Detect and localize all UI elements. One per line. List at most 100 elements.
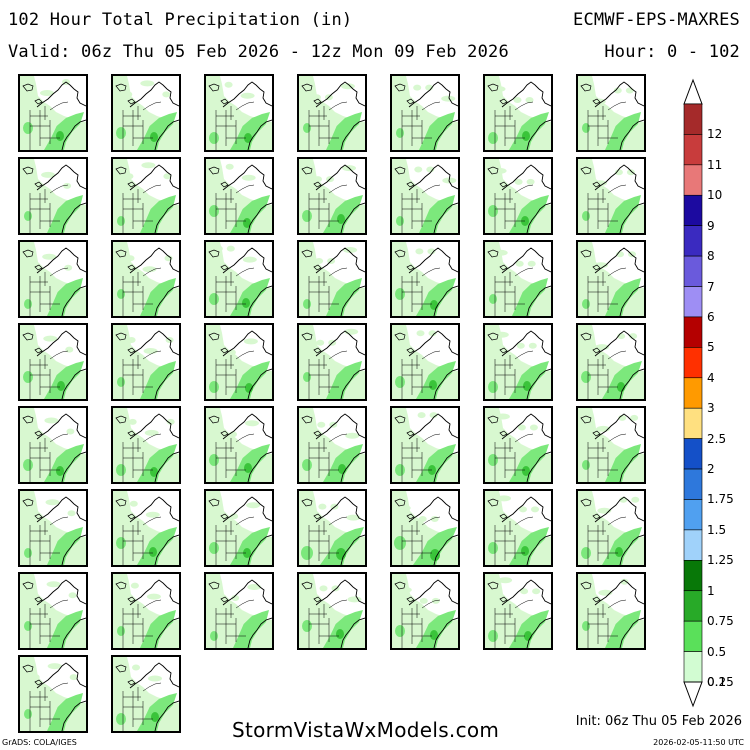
light-precip-patch [40, 90, 54, 96]
lake-outline [22, 332, 43, 354]
moderate-precip-area [320, 527, 364, 565]
moderate-precip-area [137, 444, 177, 482]
river-line [607, 184, 627, 194]
coastline-south [526, 617, 551, 648]
light-precip-patch [28, 428, 37, 435]
heavy-precip-patch [430, 300, 438, 310]
state-border [29, 355, 60, 399]
lake-outline [22, 664, 43, 686]
coastline [408, 330, 458, 357]
light-precip-patch [614, 169, 623, 176]
ensemble-member-panel [483, 489, 553, 567]
state-border [215, 438, 246, 482]
moderate-precip-area [509, 610, 549, 648]
coastline-south [61, 534, 86, 565]
moderate-precip-patch [24, 621, 32, 631]
state-border [401, 272, 432, 316]
light-precip-patch [24, 79, 32, 85]
ensemble-member-panel [297, 323, 367, 401]
moderate-precip-area [44, 361, 84, 399]
river-line [142, 184, 162, 194]
ensemble-member-panel [204, 323, 274, 401]
light-precip-patch [527, 260, 536, 267]
river-line [328, 267, 348, 277]
river-line [142, 350, 162, 360]
river-line [142, 599, 162, 609]
light-precip-patch [246, 502, 261, 509]
river-line [328, 433, 348, 443]
heavy-precip-patch [244, 133, 252, 143]
moderate-precip-area [140, 610, 176, 648]
light-precip-patch [65, 346, 74, 353]
moderate-precip-area [47, 195, 83, 233]
river-line [328, 184, 348, 194]
heavy-precip-patch [522, 466, 530, 476]
coastline-south [433, 617, 458, 648]
light-precip-patch [166, 418, 175, 425]
colorbar-tick-label: 0.1 [707, 675, 727, 689]
member-precip-map [299, 76, 365, 150]
coastline-south [154, 119, 179, 150]
coastline [594, 413, 644, 440]
heavy-precip-patch [615, 547, 623, 557]
moderate-precip-area [140, 278, 176, 316]
light-precip-patch [241, 174, 256, 181]
ensemble-member-panel [204, 74, 274, 152]
lake-outline [115, 249, 136, 271]
lake-outline [487, 166, 508, 188]
coastline-south [247, 368, 272, 399]
moderate-precip-patch [116, 713, 126, 725]
moderate-precip-patch [24, 548, 32, 558]
moderate-precip-area [509, 112, 549, 150]
light-precip-patch [46, 581, 61, 588]
lake-outline [115, 166, 136, 188]
light-precip-patch [240, 92, 255, 99]
state-border [587, 272, 618, 316]
moderate-precip-area [416, 361, 456, 399]
light-precip-patch [345, 432, 360, 439]
light-precip-patch [245, 420, 259, 427]
light-precip-patch [129, 500, 138, 507]
light-precip-patch [396, 505, 411, 511]
moderate-precip-patch [209, 205, 219, 217]
init-time: Init: 06z Thu 05 Feb 2026 [575, 714, 742, 729]
coastline-south [61, 202, 86, 233]
light-precip-patch [419, 597, 428, 604]
state-border [215, 521, 246, 565]
river-line [328, 516, 348, 526]
member-precip-map [392, 574, 458, 648]
ensemble-member-panel [576, 489, 646, 567]
light-precip-patch [146, 593, 161, 600]
coastline-south [340, 451, 365, 482]
ensemble-member-panel [18, 406, 88, 484]
light-precip-patch [519, 506, 527, 513]
coastline [36, 579, 86, 606]
moderate-precip-patch [24, 299, 32, 309]
member-precip-map [113, 325, 179, 399]
heavy-precip-patch [245, 383, 253, 393]
ensemble-member-panel [111, 489, 181, 567]
ensemble-member-panel [576, 157, 646, 235]
coastline [501, 579, 551, 606]
state-border [308, 355, 339, 399]
moderate-precip-patch [117, 289, 125, 299]
render-timestamp: 2026-02-05-11:50 UTC [653, 738, 744, 747]
state-border [215, 106, 246, 150]
coastline [222, 247, 272, 274]
coastline [408, 413, 458, 440]
coastline [594, 579, 644, 606]
coastline [408, 496, 458, 523]
river-line [514, 599, 534, 609]
moderate-precip-area [605, 610, 641, 648]
lake-outline [580, 332, 601, 354]
light-precip-patch [31, 674, 40, 681]
moderate-precip-patch [23, 459, 33, 471]
heavy-precip-patch [617, 382, 625, 392]
state-border [401, 106, 432, 150]
state-border [29, 521, 60, 565]
light-precip-patch [315, 258, 324, 264]
moderate-precip-patch [209, 454, 219, 466]
coastline-south [154, 202, 179, 233]
river-line [421, 101, 441, 111]
state-border [215, 355, 246, 399]
